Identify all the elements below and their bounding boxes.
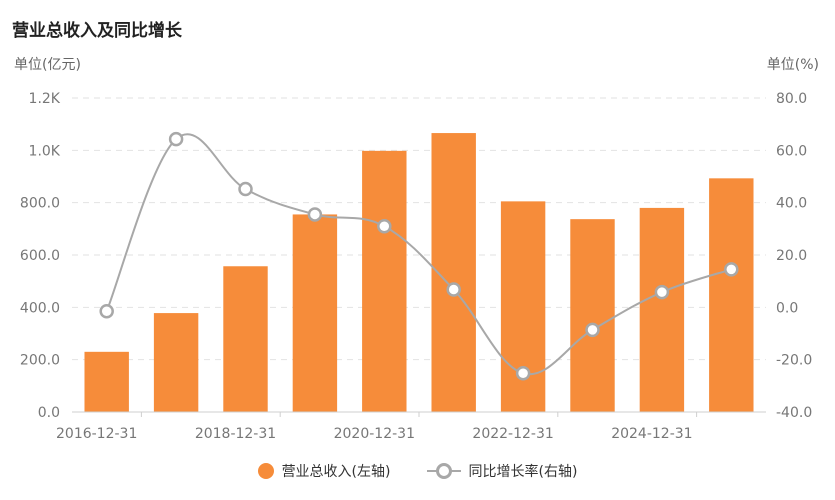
revenue-bar bbox=[153, 313, 199, 412]
legend-bar-swatch bbox=[257, 463, 274, 479]
y-left-tick-label: 0.0 bbox=[38, 405, 60, 421]
growth-rate-line bbox=[105, 133, 732, 376]
y-right-tick-label: 60.0 bbox=[776, 143, 807, 159]
x-tick-label: 2022-12-31 bbox=[472, 426, 553, 442]
y-left-tick-label: 400.0 bbox=[20, 300, 60, 316]
chart-title: 营业总收入及同比增长 bbox=[12, 21, 182, 41]
growth-rate-point bbox=[168, 131, 184, 147]
chart-legend: 营业总收入(左轴) 同比增长率(右轴) bbox=[0, 461, 835, 481]
y-left-tick-label: 1.2K bbox=[29, 91, 61, 107]
growth-rate-point bbox=[585, 322, 600, 338]
revenue-bar bbox=[570, 219, 615, 412]
y-right-tick-label: -20.0 bbox=[776, 353, 812, 369]
revenue-bar bbox=[362, 150, 407, 412]
revenue-bar bbox=[84, 351, 129, 412]
y-left-tick-label: 600.0 bbox=[20, 248, 60, 264]
revenue-bar bbox=[639, 207, 685, 412]
revenue-bar bbox=[223, 266, 268, 412]
growth-rate-point bbox=[654, 284, 670, 300]
growth-rate-point bbox=[307, 207, 323, 222]
y-left-tick-label: 800.0 bbox=[20, 196, 60, 212]
legend-label-revenue: 营业总收入(左轴) bbox=[281, 464, 391, 480]
revenue-bar bbox=[292, 214, 338, 412]
y-left-tick-label: 200.0 bbox=[20, 353, 60, 369]
y-right-tick-label: 0.0 bbox=[776, 300, 798, 316]
right-axis-unit: 单位(%) bbox=[766, 57, 819, 73]
legend-item-growth[interactable]: 同比增长率(右轴) bbox=[426, 461, 578, 481]
x-tick-label: 2016-12-31 bbox=[56, 426, 137, 442]
growth-rate-point bbox=[377, 218, 392, 234]
y-right-tick-label: 40.0 bbox=[776, 196, 807, 212]
legend-line-swatch bbox=[426, 463, 461, 479]
y-right-tick-label: 80.0 bbox=[776, 91, 807, 107]
y-right-tick-label: 20.0 bbox=[776, 248, 807, 264]
x-tick-label: 2024-12-31 bbox=[611, 426, 692, 442]
y-left-tick-label: 1.0K bbox=[29, 143, 61, 159]
legend-item-revenue[interactable]: 营业总收入(左轴) bbox=[257, 461, 391, 481]
growth-rate-point bbox=[99, 304, 114, 319]
y-right-tick-label: -40.0 bbox=[776, 405, 812, 421]
revenue-bar bbox=[709, 178, 754, 412]
growth-rate-point bbox=[238, 181, 253, 197]
left-axis-unit: 单位(亿元) bbox=[14, 57, 81, 73]
x-tick-label: 2020-12-31 bbox=[334, 426, 415, 442]
x-tick-label: 2018-12-31 bbox=[195, 426, 276, 442]
legend-label-growth: 同比增长率(右轴) bbox=[468, 464, 578, 480]
growth-rate-point bbox=[446, 282, 461, 297]
revenue-growth-chart: 0.0 -40.0 200.0 -20.0 400.0 0.0 600.0 20.0 800.0… bbox=[20, 91, 812, 442]
growth-rate-point bbox=[515, 366, 531, 381]
growth-rate-point bbox=[724, 262, 739, 277]
